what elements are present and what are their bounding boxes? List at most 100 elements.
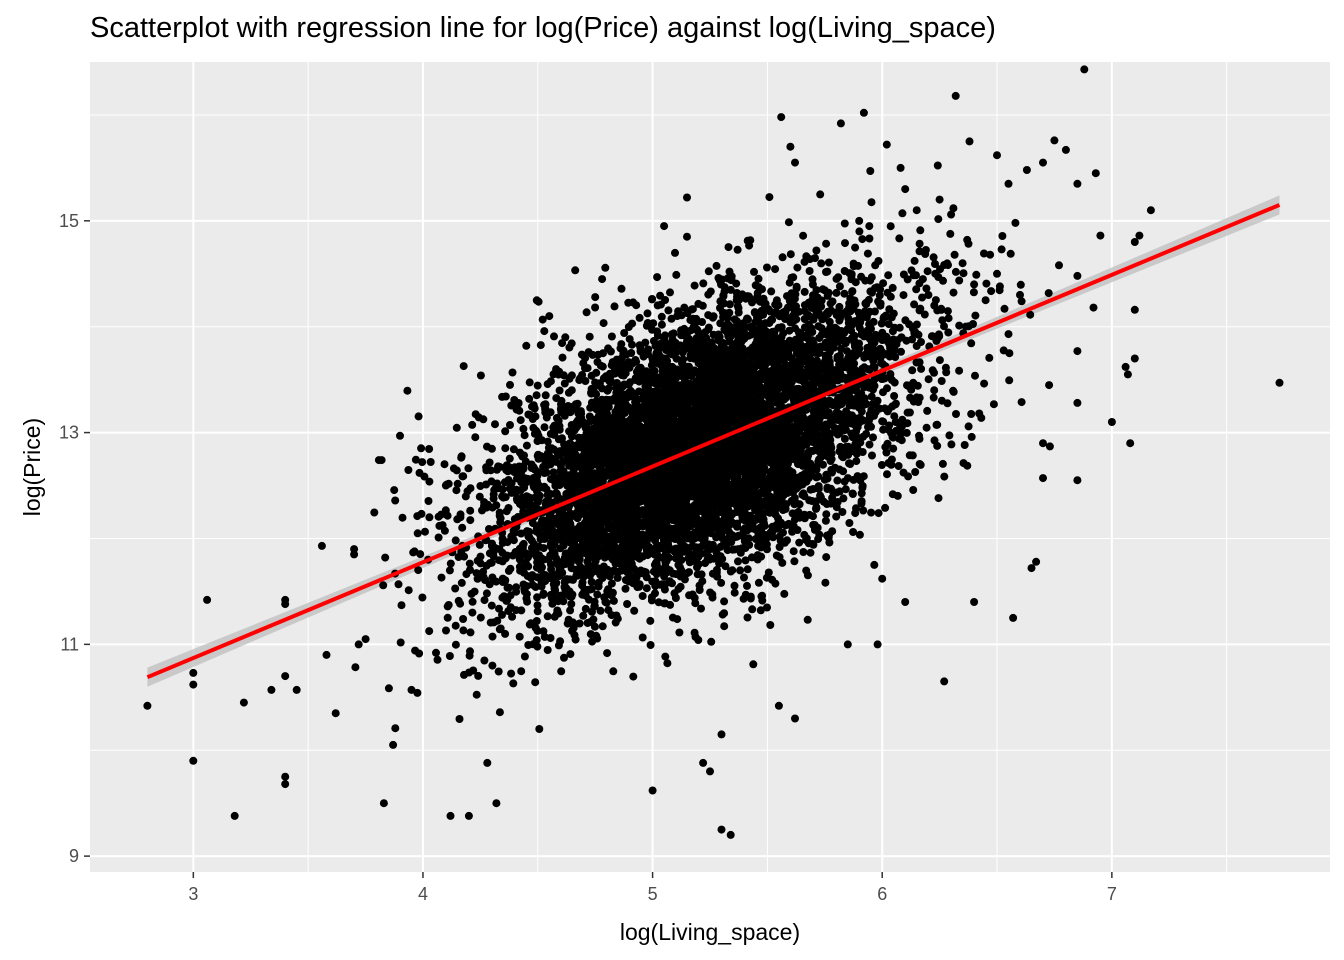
data-point — [508, 612, 517, 621]
data-point — [685, 591, 694, 600]
data-point — [370, 508, 379, 517]
data-point — [507, 401, 516, 410]
data-point — [520, 652, 529, 661]
data-point — [528, 415, 537, 423]
data-point — [426, 458, 435, 466]
data-point — [929, 393, 938, 402]
data-point — [793, 263, 802, 272]
data-point — [712, 261, 721, 270]
data-point — [850, 359, 859, 368]
data-point — [379, 581, 388, 590]
data-point — [425, 477, 434, 486]
data-point — [451, 584, 460, 593]
data-point — [888, 283, 897, 292]
data-point — [505, 454, 514, 463]
data-point — [914, 398, 923, 406]
data-point — [874, 509, 883, 518]
data-point — [891, 353, 900, 361]
data-point — [466, 647, 474, 656]
data-point — [1000, 304, 1009, 313]
data-point — [857, 489, 866, 498]
data-point — [787, 273, 796, 282]
data-point — [452, 486, 461, 495]
data-point — [603, 565, 612, 574]
data-point — [854, 261, 862, 270]
data-point — [415, 468, 424, 477]
data-point — [745, 540, 754, 549]
data-point — [795, 538, 804, 547]
data-point — [929, 253, 938, 262]
data-point — [754, 274, 763, 283]
data-point — [865, 222, 874, 231]
data-point — [554, 609, 563, 618]
data-point — [841, 239, 849, 248]
data-point — [578, 434, 586, 442]
data-point — [501, 427, 510, 436]
data-point — [835, 282, 844, 291]
data-point — [498, 492, 507, 501]
data-point — [488, 632, 497, 641]
data-point — [603, 649, 612, 658]
data-point — [445, 652, 454, 660]
data-point — [835, 360, 844, 369]
data-point — [873, 396, 882, 405]
data-point — [596, 606, 605, 615]
data-point — [671, 594, 680, 602]
data-point — [644, 345, 653, 354]
data-point — [487, 444, 496, 453]
data-point — [864, 423, 872, 432]
data-point — [643, 309, 652, 318]
data-point — [932, 420, 941, 429]
data-point — [858, 364, 867, 373]
data-point — [790, 557, 799, 566]
data-point — [767, 287, 776, 296]
data-point — [540, 423, 549, 432]
data-point — [517, 606, 526, 615]
data-point — [620, 329, 629, 337]
data-point — [934, 215, 943, 224]
data-point — [488, 661, 497, 670]
data-point — [821, 516, 830, 525]
data-point — [680, 303, 689, 312]
data-point — [889, 335, 898, 344]
data-point — [705, 545, 714, 554]
data-point — [515, 448, 524, 457]
data-point — [466, 506, 475, 515]
data-point — [468, 597, 477, 606]
data-point — [845, 519, 854, 527]
data-point — [599, 349, 607, 358]
data-point — [744, 292, 753, 301]
data-point — [840, 434, 849, 443]
data-point — [901, 316, 910, 325]
data-point — [635, 387, 643, 396]
data-point — [698, 318, 706, 326]
data-point — [786, 250, 795, 259]
data-point — [733, 317, 741, 326]
data-point — [648, 360, 657, 369]
data-point — [557, 667, 566, 676]
data-point — [1026, 310, 1035, 319]
data-point — [675, 628, 684, 637]
data-point — [743, 581, 751, 590]
points-layer — [143, 65, 1284, 839]
data-point — [552, 394, 561, 403]
data-point — [839, 494, 848, 503]
data-point — [495, 625, 504, 634]
data-point — [440, 460, 449, 469]
data-point — [543, 437, 552, 446]
data-point — [653, 379, 662, 388]
data-point — [716, 552, 725, 561]
data-point — [745, 241, 754, 250]
data-point — [404, 466, 413, 474]
data-point — [677, 311, 686, 320]
data-point — [915, 460, 924, 468]
data-point — [923, 267, 932, 276]
data-point — [866, 167, 875, 175]
chart-title: Scatterplot with regression line for log… — [90, 12, 996, 44]
data-point — [491, 420, 499, 429]
data-point — [558, 434, 566, 443]
data-point — [822, 510, 831, 519]
data-point — [460, 552, 469, 561]
data-point — [466, 628, 475, 637]
data-point — [571, 635, 580, 644]
